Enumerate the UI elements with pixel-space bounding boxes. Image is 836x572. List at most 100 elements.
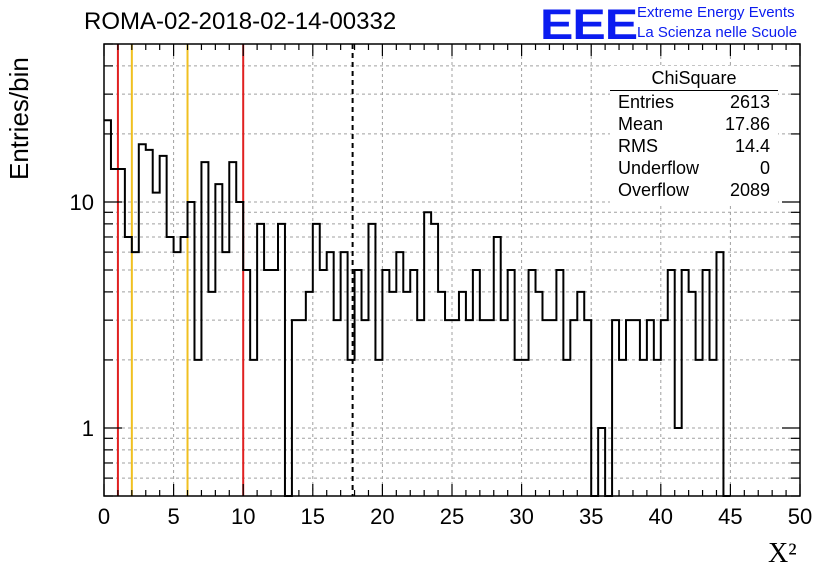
x-tick-label: 50 — [788, 504, 812, 529]
histogram-bin — [236, 202, 243, 496]
stats-box: ChiSquare Entries 2613 Mean 17.86 RMS 14… — [610, 66, 778, 206]
histogram-bin — [473, 270, 480, 496]
histogram-bin — [181, 237, 188, 496]
x-axis-label: X² — [768, 538, 797, 569]
histogram-bin — [250, 360, 257, 496]
histogram-bin — [661, 320, 668, 496]
histogram-bin — [132, 252, 139, 496]
histogram-bin — [139, 144, 146, 496]
x-tick-label: 10 — [231, 504, 255, 529]
x-tick-label: 15 — [301, 504, 325, 529]
histogram-bin — [271, 270, 278, 496]
histogram-bin — [389, 292, 396, 496]
histogram-bin — [160, 156, 167, 496]
x-tick-label: 35 — [579, 504, 603, 529]
histogram-bin — [146, 150, 153, 496]
histogram-bin — [654, 360, 661, 496]
histogram-bin — [647, 320, 654, 496]
histogram-bin — [188, 202, 195, 496]
histogram-bin — [549, 320, 556, 496]
histogram-bin — [208, 292, 215, 496]
histogram-bin — [153, 193, 160, 496]
stats-row-mean: Mean 17.86 — [618, 114, 770, 136]
histogram-bin — [355, 270, 362, 496]
stats-value: 17.86 — [724, 114, 770, 134]
histogram-bin — [570, 320, 577, 496]
histogram-bin — [313, 224, 320, 496]
histogram-bin — [306, 292, 313, 496]
histogram-bin — [403, 292, 410, 496]
histogram-bin — [696, 360, 703, 496]
x-tick-label: 40 — [649, 504, 673, 529]
histogram-bin — [542, 320, 549, 496]
y-tick-label: 1 — [82, 416, 94, 441]
histogram-bin — [299, 320, 306, 496]
histogram-bin — [362, 320, 369, 496]
histogram-bin — [167, 237, 174, 496]
stats-row-overflow: Overflow 2089 — [618, 180, 770, 202]
histogram-bin — [327, 252, 334, 496]
histogram-bin — [536, 292, 543, 496]
histogram-bin — [556, 270, 563, 496]
x-tick-label: 5 — [167, 504, 179, 529]
histogram-bin — [522, 360, 529, 496]
histogram-bin — [222, 252, 229, 496]
stats-key: Mean — [618, 114, 664, 134]
histogram-bin — [194, 360, 201, 496]
x-tick-label: 30 — [509, 504, 533, 529]
histogram-bin — [626, 320, 633, 496]
stats-key: Overflow — [618, 180, 690, 200]
histogram-bin — [577, 292, 584, 496]
stats-value: 0 — [759, 158, 770, 178]
histogram-bin — [125, 237, 132, 496]
histogram-bin — [445, 320, 452, 496]
histogram-bin — [459, 292, 466, 496]
y-tick-label: 10 — [70, 190, 94, 215]
x-tick-label: 20 — [370, 504, 394, 529]
histogram-bin — [710, 360, 717, 496]
stats-row-rms: RMS 14.4 — [618, 136, 770, 158]
histogram-bin — [243, 270, 250, 496]
histogram-bin — [257, 224, 264, 496]
stats-row-underflow: Underflow 0 — [618, 158, 770, 180]
histogram-bin — [716, 252, 723, 496]
histogram-bin — [292, 320, 299, 496]
histogram-bin — [348, 360, 355, 496]
histogram-bin — [640, 360, 647, 496]
histogram-bin — [334, 320, 341, 496]
eee-logo: EEE — [540, 0, 638, 49]
histogram-bin — [466, 320, 473, 496]
histogram-bin — [424, 212, 431, 496]
stats-row-entries: Entries 2613 — [618, 92, 770, 114]
histogram-bin — [341, 252, 348, 496]
histogram-bin — [375, 360, 382, 496]
histogram-bin — [201, 162, 208, 496]
x-tick-label: 25 — [440, 504, 464, 529]
histogram-bin — [111, 169, 118, 496]
histogram-bin — [215, 184, 222, 496]
histogram-bin — [438, 292, 445, 496]
stats-value: 14.4 — [734, 136, 770, 156]
histogram-bin — [368, 224, 375, 496]
histogram-bin — [668, 270, 675, 496]
stats-title-underline — [610, 90, 778, 91]
histogram-bin — [487, 320, 494, 496]
histogram-bin — [410, 270, 417, 496]
histogram-bin — [264, 270, 271, 496]
histogram-bin — [563, 360, 570, 496]
histogram-bin — [278, 224, 285, 496]
org-name-line1: Extreme Energy Events — [637, 4, 795, 21]
histogram-bin — [682, 270, 689, 496]
histogram-bin — [494, 237, 501, 496]
stats-value: 2089 — [729, 180, 770, 200]
stats-title: ChiSquare — [651, 68, 737, 88]
histogram-bin — [598, 428, 605, 496]
histogram-series — [104, 119, 731, 497]
histogram-bin — [229, 162, 236, 496]
org-name-line2: La Scienza nelle Scuole — [637, 24, 798, 41]
histogram-bin — [320, 270, 327, 496]
histogram-bin — [584, 320, 591, 496]
histogram-bin — [689, 292, 696, 496]
histogram-bin — [431, 224, 438, 496]
